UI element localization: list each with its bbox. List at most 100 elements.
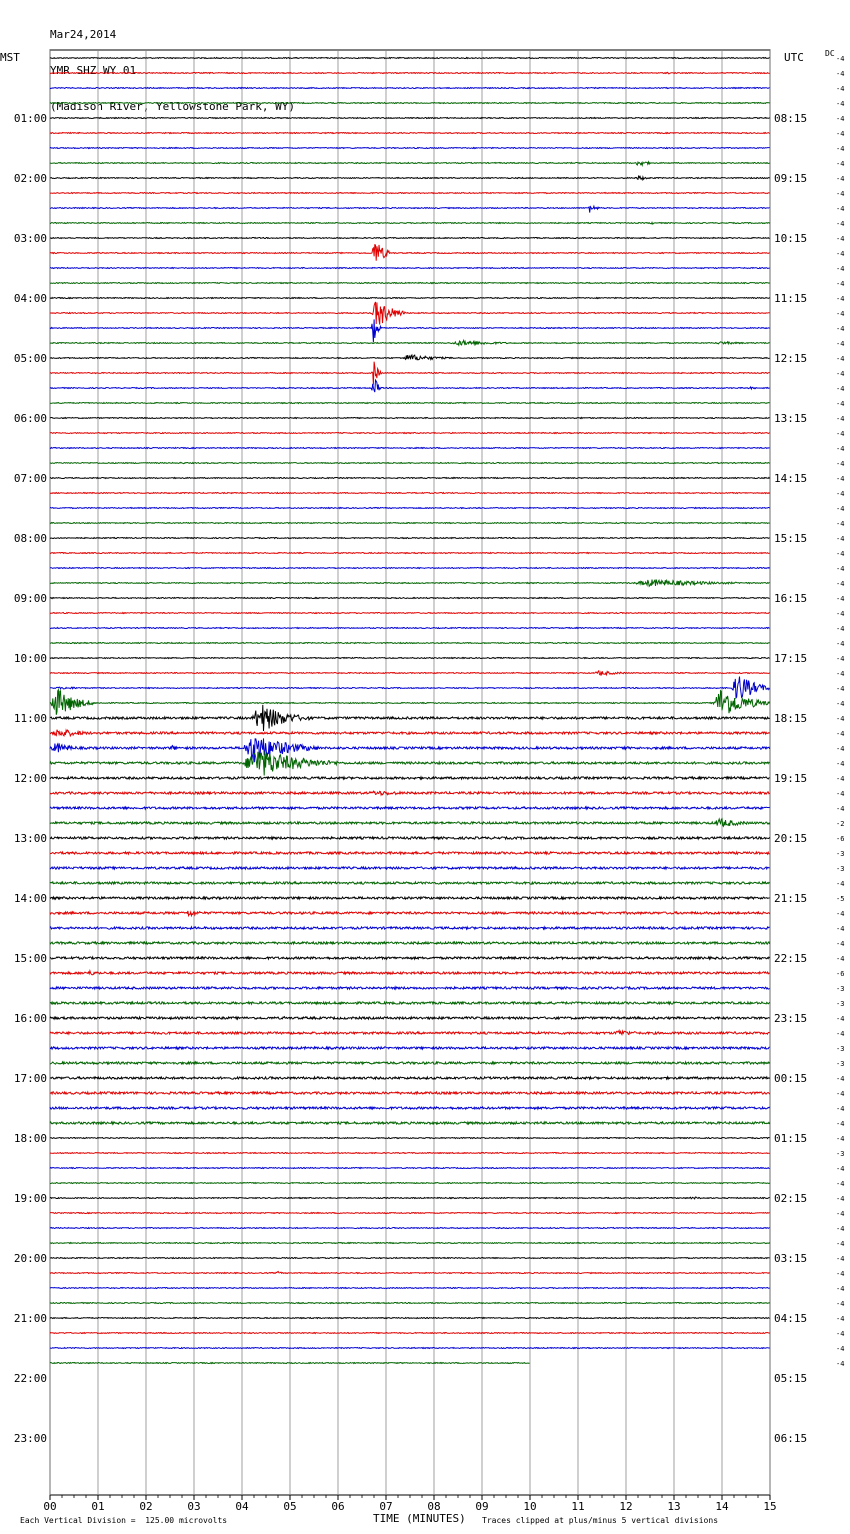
trace-line-83 [49, 1301, 770, 1305]
x-tick-label: 15 [763, 1500, 776, 1513]
dc-offset-label: -4 [836, 190, 844, 198]
minute-gridlines [49, 49, 771, 1500]
trace-line-49 [49, 790, 770, 797]
dc-offset-label: -4 [836, 325, 844, 333]
trace-line-72 [49, 1136, 770, 1140]
trace-line-42 [50, 676, 771, 700]
dc-offset-label: -4 [836, 1015, 844, 1023]
left-hour-label: 10:00 [14, 652, 47, 665]
dc-offset-label: -4 [836, 940, 844, 948]
dc-offset-label: -3 [836, 1000, 844, 1008]
right-hour-label: 00:15 [774, 1072, 807, 1085]
trace-line-46 [49, 738, 771, 763]
dc-offset-label: -4 [836, 1165, 844, 1173]
left-hour-label: 22:00 [14, 1372, 47, 1385]
title-date: Mar24,2014 [50, 28, 117, 41]
plot-frame [49, 49, 771, 1496]
right-hour-label: 03:15 [774, 1252, 807, 1265]
dc-offset-label: -4 [836, 610, 844, 618]
vertical-division-note: Each Vertical Division = 125.00 microvol… [20, 1516, 228, 1525]
dc-offset-label: -4 [836, 505, 844, 513]
trace-line-57 [49, 910, 771, 918]
left-hour-label: 06:00 [14, 412, 47, 425]
trace-line-56 [49, 895, 770, 901]
dc-offset-label: -4 [836, 535, 844, 543]
dc-offset-label: -3 [836, 850, 844, 858]
left-hour-label: 02:00 [14, 172, 47, 185]
dc-offset-label: -3 [836, 1060, 844, 1068]
dc-offset-label: -4 [836, 1195, 844, 1203]
left-hour-label: 16:00 [14, 1012, 47, 1025]
trace-line-80 [49, 1256, 770, 1260]
trace-line-37 [49, 611, 770, 615]
trace-line-53 [49, 850, 770, 856]
right-hour-label: 14:15 [774, 472, 807, 485]
trace-line-33 [49, 551, 770, 555]
x-tick-label: 00 [43, 1500, 56, 1513]
dc-offset-label: -4 [836, 70, 844, 78]
trace-line-79 [49, 1241, 770, 1245]
x-tick-label: 13 [667, 1500, 680, 1513]
trace-line-78 [49, 1226, 770, 1230]
dc-offset-label: -4 [836, 1255, 844, 1263]
left-hour-label: 04:00 [14, 292, 47, 305]
right-hour-label: 20:15 [774, 832, 807, 845]
x-tick-label: 11 [571, 1500, 584, 1513]
trace-line-9 [49, 191, 770, 195]
trace-line-1 [49, 71, 770, 75]
dc-offset-label: -4 [836, 160, 844, 168]
trace-line-71 [49, 1120, 771, 1126]
trace-line-21 [50, 361, 770, 385]
dc-offset-label: -4 [836, 910, 844, 918]
dc-offset-label: -4 [836, 310, 844, 318]
trace-line-11 [49, 221, 770, 225]
dc-offset-label: -4 [836, 790, 844, 798]
trace-line-13 [49, 243, 770, 261]
trace-line-75 [49, 1181, 770, 1185]
trace-line-73 [49, 1151, 770, 1155]
trace-line-50 [49, 805, 770, 811]
dc-offset-label: -4 [836, 565, 844, 573]
dc-offset-label: -4 [836, 130, 844, 138]
dc-offset-label: -4 [836, 1135, 844, 1143]
left-hour-label: 18:00 [14, 1132, 47, 1145]
trace-line-77 [49, 1211, 770, 1215]
dc-offset-label: -4 [836, 415, 844, 423]
dc-offset-label: -4 [836, 490, 844, 498]
x-tick-label: 08 [427, 1500, 440, 1513]
x-tick-label: 01 [91, 1500, 104, 1513]
dc-offset-label: -4 [836, 775, 844, 783]
dc-offset-label: -4 [836, 385, 844, 393]
right-hour-label: 05:15 [774, 1372, 807, 1385]
trace-line-59 [49, 940, 771, 946]
trace-line-86 [49, 1346, 770, 1350]
trace-line-25 [49, 431, 770, 435]
dc-offset-label: -4 [836, 550, 844, 558]
trace-line-17 [49, 301, 770, 325]
dc-offset-label: -4 [836, 730, 844, 738]
dc-offset-label: -4 [836, 445, 844, 453]
dc-offset-label: -4 [836, 115, 844, 123]
left-hour-label: 13:00 [14, 832, 47, 845]
x-tick-label: 07 [379, 1500, 392, 1513]
right-hour-label: 16:15 [774, 592, 807, 605]
trace-line-52 [49, 835, 771, 841]
trace-line-51 [49, 817, 771, 828]
trace-line-74 [49, 1166, 770, 1170]
dc-offset-label: -4 [836, 1315, 844, 1323]
trace-line-6 [49, 146, 770, 150]
trace-line-30 [49, 506, 770, 510]
dc-offset-label: -4 [836, 745, 844, 753]
trace-line-36 [49, 596, 770, 600]
dc-offset-label: -4 [836, 280, 844, 288]
trace-line-68 [49, 1075, 770, 1081]
trace-line-84 [49, 1316, 770, 1320]
right-hour-label: 10:15 [774, 232, 807, 245]
trace-line-58 [49, 925, 770, 931]
trace-line-2 [49, 86, 770, 90]
dc-offset-label: -4 [836, 715, 844, 723]
dc-offset-label: -4 [836, 1030, 844, 1038]
right-hour-label: 09:15 [774, 172, 807, 185]
dc-offset-label: -4 [836, 220, 844, 228]
trace-line-67 [49, 1060, 771, 1066]
